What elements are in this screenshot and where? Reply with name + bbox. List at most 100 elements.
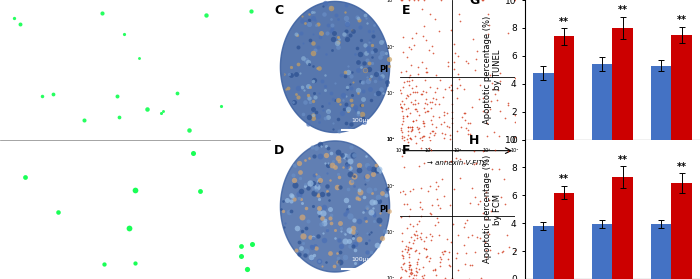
- Point: [395, 264, 407, 269]
- Point: [462, 61, 473, 65]
- Point: [484, 248, 496, 253]
- Point: [430, 97, 441, 102]
- Point: [419, 124, 430, 128]
- Point: [412, 125, 423, 129]
- Point: [489, 148, 500, 152]
- Point: [395, 190, 406, 194]
- Point: [433, 184, 444, 188]
- Point: [427, 234, 438, 238]
- Point: [426, 211, 437, 216]
- Point: [453, 54, 464, 58]
- Point: [419, 24, 430, 28]
- Point: [419, 134, 430, 138]
- Point: [424, 184, 435, 188]
- Point: [463, 235, 474, 239]
- Point: [484, 198, 495, 202]
- Point: [400, 244, 411, 248]
- Point: [396, 130, 407, 134]
- Point: [395, 105, 407, 109]
- Point: [405, 263, 416, 267]
- Point: [445, 83, 456, 87]
- Point: [510, 248, 521, 252]
- Point: [407, 224, 419, 228]
- Text: 10³: 10³: [386, 137, 394, 142]
- Point: [437, 252, 448, 256]
- Point: [436, 122, 447, 126]
- Point: [455, 83, 466, 87]
- Point: [434, 264, 445, 269]
- Point: [485, 73, 496, 77]
- Point: [444, 264, 456, 268]
- Point: [501, 233, 512, 237]
- Point: [421, 247, 432, 251]
- Point: [405, 136, 416, 141]
- Point: [410, 248, 421, 252]
- Point: [510, 76, 521, 81]
- Text: G: G: [469, 0, 480, 8]
- Point: [447, 276, 458, 279]
- Point: [413, 218, 424, 223]
- Point: [410, 97, 421, 102]
- Point: [483, 232, 494, 237]
- Point: [456, 124, 467, 129]
- Y-axis label: Apoptotic percentage (%)
by TUNEL: Apoptotic percentage (%) by TUNEL: [483, 16, 503, 124]
- Point: [414, 136, 426, 141]
- Point: [397, 134, 408, 139]
- Text: H: H: [469, 134, 480, 147]
- Point: [414, 130, 425, 134]
- Point: [395, 90, 407, 95]
- Point: [426, 118, 437, 123]
- Point: [426, 99, 438, 104]
- Point: [459, 117, 470, 122]
- Point: [399, 261, 410, 266]
- Point: [411, 236, 422, 240]
- Bar: [554, 193, 574, 279]
- Point: [424, 137, 435, 142]
- Point: [402, 248, 414, 252]
- Point: [428, 133, 440, 137]
- Text: F: F: [402, 144, 411, 157]
- Point: [403, 75, 414, 80]
- Point: [407, 276, 418, 279]
- Point: [443, 125, 454, 129]
- Point: [402, 94, 413, 98]
- Point: [406, 100, 417, 105]
- Point: [398, 135, 409, 139]
- Point: [421, 109, 433, 113]
- Point: [510, 135, 521, 139]
- Point: [417, 119, 428, 123]
- Point: [396, 239, 407, 243]
- Point: [459, 110, 470, 115]
- Point: [418, 121, 429, 125]
- Point: [446, 116, 457, 121]
- Point: [433, 219, 444, 224]
- Point: [431, 85, 442, 90]
- Text: 10¹: 10¹: [386, 91, 394, 96]
- Point: [422, 70, 433, 74]
- Point: [416, 7, 428, 11]
- Point: [488, 87, 499, 92]
- Point: [404, 255, 415, 259]
- Point: [472, 49, 483, 54]
- Point: [428, 129, 439, 134]
- Point: [423, 108, 434, 113]
- Point: [428, 268, 439, 272]
- Point: [398, 137, 409, 142]
- Text: 10³: 10³: [482, 148, 491, 153]
- Bar: [612, 177, 633, 279]
- Point: [465, 200, 476, 205]
- Point: [433, 102, 444, 106]
- Point: [413, 267, 424, 272]
- Point: [449, 51, 461, 56]
- Point: [481, 133, 492, 138]
- Point: [493, 88, 504, 92]
- Point: [448, 186, 459, 191]
- Point: [482, 31, 493, 36]
- Point: [503, 100, 514, 105]
- Point: [444, 133, 456, 137]
- Point: [436, 257, 447, 261]
- Point: [460, 251, 471, 256]
- Text: 10⁴: 10⁴: [511, 148, 519, 153]
- Point: [398, 101, 409, 106]
- Point: [416, 135, 427, 139]
